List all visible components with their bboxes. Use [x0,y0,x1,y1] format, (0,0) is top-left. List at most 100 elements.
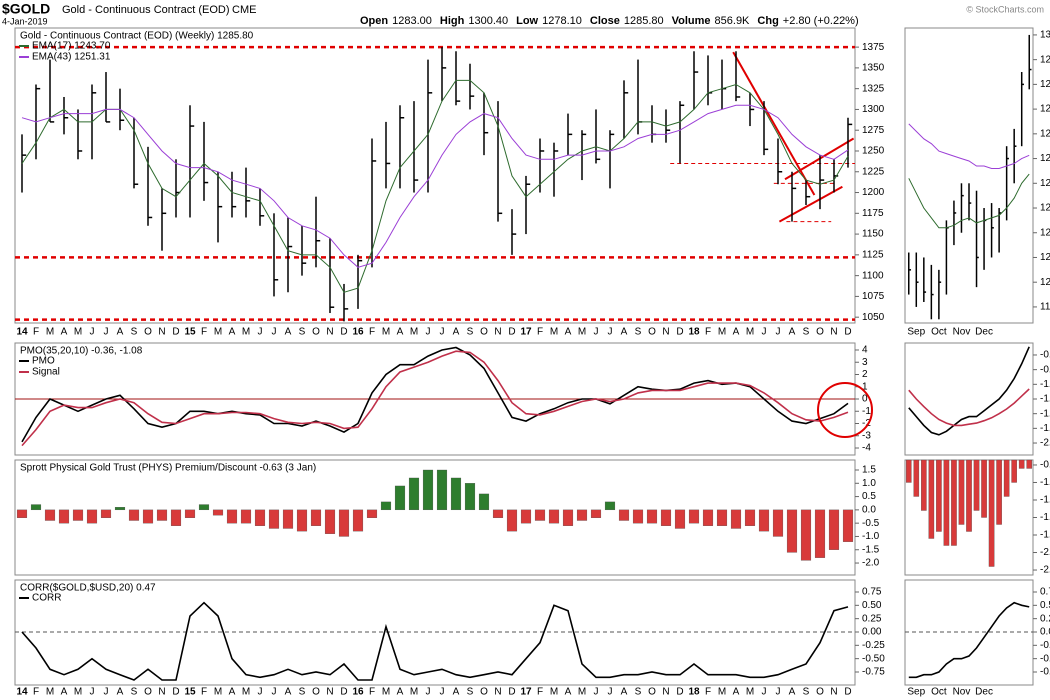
x-tick-label: M [718,687,726,698]
quote-value: 856.9K [715,15,751,27]
x-tick-label: Sep [907,327,925,338]
x-tick-label: Dec [975,687,993,698]
quote-value: 1278.10 [542,15,582,27]
bar [338,509,350,537]
y-tick-label: 0.00 [1040,627,1050,638]
x-tick-label: J [762,687,767,698]
x-tick-label: S [131,327,138,338]
bar [936,459,942,532]
panel-frame [14,459,856,576]
x-tick-label: A [61,327,68,338]
bar [142,509,154,524]
y-tick-label: -1.25 [1040,495,1050,506]
legend-label: CORR [32,593,61,604]
panel-frame [904,579,1034,686]
panel-title: Gold - Continuous Contract (EOD) (Weekly… [20,31,254,42]
bar [394,485,406,511]
bar [310,509,322,526]
x-tick-label: M [746,327,754,338]
x-tick-label: Nov [953,327,971,338]
y-tick-label: -2.0 [862,558,880,569]
bar [240,509,252,524]
x-tick-label: N [494,327,501,338]
y-tick-label: 0 [862,394,868,405]
x-tick-label: J [594,687,599,698]
x-tick-label: A [397,327,404,338]
bar [772,509,784,537]
series-line [908,388,1030,427]
bar [1026,459,1033,469]
x-tick-label: M [550,687,558,698]
y-tick-label: 0.5 [862,491,876,502]
bar [44,509,56,521]
y-tick-label: -0.75 [1040,460,1050,471]
bar [828,509,840,550]
x-tick-label: 17 [520,687,532,698]
y-tick-label: -0.75 [1040,364,1050,375]
x-tick-label: A [229,327,236,338]
y-tick-label: -1.00 [1040,477,1050,488]
y-tick-label: 1190 [1040,302,1050,313]
x-tick-label: S [131,687,138,698]
bar [590,509,602,518]
bar [184,509,196,518]
bar [618,509,630,521]
series-line [908,173,1030,229]
quote-label: Volume [672,15,711,27]
trendline [778,185,843,223]
x-tick-label: F [705,327,711,338]
x-tick-label: S [467,687,474,698]
bar [958,459,965,525]
x-tick-label: S [635,687,642,698]
bar [492,509,504,518]
x-tick-label: J [258,687,263,698]
y-tick-label: 1 [862,381,868,392]
x-tick-label: A [117,687,124,698]
bar [1011,459,1017,483]
x-tick-label: A [565,687,572,698]
x-tick-label: M [46,687,54,698]
y-tick-label: 1300 [1040,30,1050,41]
x-tick-label: J [272,687,277,698]
bar [966,459,972,532]
bar [16,509,28,518]
y-tick-label: -1.00 [1040,379,1050,390]
y-tick-label: -1.25 [1040,394,1050,405]
bar [744,509,756,526]
bar [212,509,224,516]
x-tick-label: 16 [352,687,364,698]
x-tick-label: A [229,687,236,698]
bar [464,483,476,511]
y-tick-label: 0.00 [862,627,882,638]
x-tick-label: 18 [688,327,700,338]
x-tick-label: D [844,687,851,698]
bar [114,507,126,511]
x-tick-label: D [508,327,515,338]
x-tick-label: D [676,687,683,698]
y-tick-label: -3 [862,430,871,441]
y-tick-label: 1225 [862,166,885,177]
quote-value: 1285.80 [624,15,664,27]
x-tick-label: O [312,687,320,698]
x-tick-label: F [33,327,39,338]
bar [981,459,987,518]
bar [296,509,308,532]
x-tick-label: O [648,687,656,698]
x-tick-label: 16 [352,327,364,338]
x-tick-label: F [705,687,711,698]
x-tick-label: D [172,687,179,698]
y-tick-label: -1.0 [862,531,880,542]
x-tick-label: O [480,327,488,338]
x-tick-label: D [844,327,851,338]
panel-title: Sprott Physical Gold Trust (PHYS) Premiu… [20,463,316,474]
x-tick-label: S [803,327,810,338]
x-tick-label: O [816,687,824,698]
bar [973,459,980,511]
y-tick-label: 1220 [1040,227,1050,238]
bar [576,509,588,521]
x-tick-label: A [789,327,796,338]
y-tick-label: 0.25 [1040,613,1050,624]
quote-value: 1283.00 [392,15,432,27]
bar [282,509,294,529]
